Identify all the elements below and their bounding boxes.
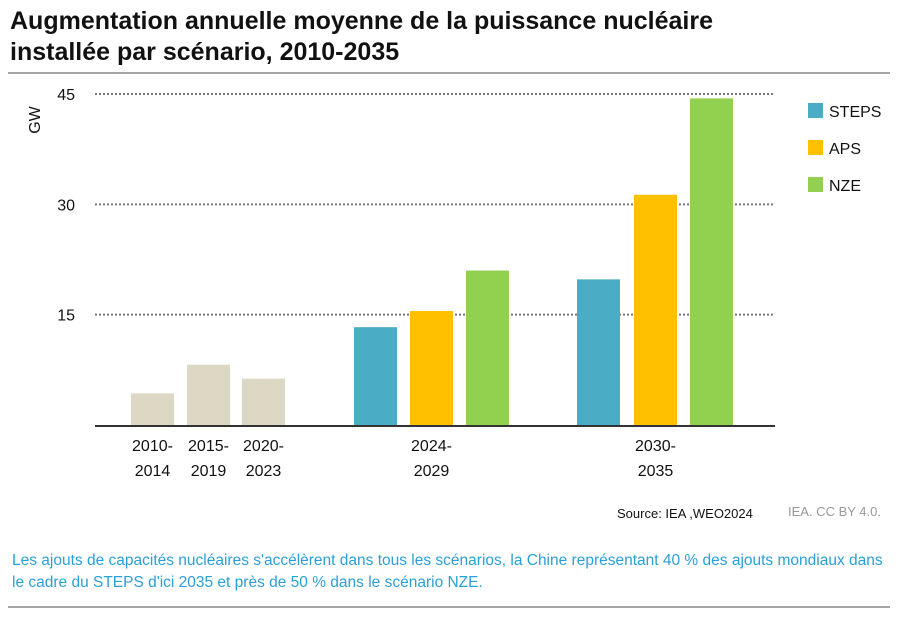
chart-title: Augmentation annuelle moyenne de la puis…: [10, 6, 713, 68]
bar-historical: [187, 364, 230, 425]
legend-swatch-nze: [808, 177, 823, 192]
bar-historical: [131, 393, 174, 425]
x-tick-label: 2023: [246, 463, 282, 480]
caption: Les ajouts de capacités nucléaires s'acc…: [12, 552, 883, 591]
bar-steps: [354, 327, 397, 425]
x-tick-label: 2030-: [635, 438, 676, 455]
legend-swatch-aps: [808, 140, 823, 155]
x-tick-label: 2015-: [188, 438, 229, 455]
bar-aps: [634, 194, 677, 425]
source-note: Source: IEA ,WEO2024: [617, 506, 753, 521]
x-tick-label: 2024-: [411, 438, 452, 455]
legend-label-aps: APS: [829, 141, 861, 158]
x-tick-label: 2010-: [132, 438, 173, 455]
credit-note: IEA. CC BY 4.0.: [788, 504, 881, 519]
y-tick-label: 15: [57, 308, 75, 325]
bar-aps: [410, 310, 453, 425]
bar-chart: 15 30 45 GW 2010- 2014 2015- 2019 2020- 2023 2024-…: [27, 87, 881, 480]
x-tick-label: 2014: [135, 463, 171, 480]
title-line-2: installée par scénario, 2010-2035: [10, 38, 400, 66]
legend-label-nze: NZE: [829, 178, 861, 195]
x-tick-label: 2029: [414, 463, 450, 480]
bar-nze: [466, 270, 509, 425]
legend-swatch-steps: [808, 103, 823, 118]
bottom-divider: [8, 606, 890, 608]
y-axis-label: GW: [27, 105, 44, 133]
bar-historical: [242, 378, 285, 425]
bar-nze: [690, 98, 733, 425]
title-line-1: Augmentation annuelle moyenne de la puis…: [10, 7, 713, 35]
bar-steps: [577, 279, 620, 425]
y-tick-label: 45: [57, 87, 75, 104]
title-divider: [8, 72, 890, 74]
legend-label-steps: STEPS: [829, 104, 881, 121]
x-tick-label: 2019: [191, 463, 227, 480]
x-tick-label: 2035: [638, 463, 674, 480]
y-tick-label: 30: [57, 197, 75, 214]
x-tick-label: 2020-: [243, 438, 284, 455]
